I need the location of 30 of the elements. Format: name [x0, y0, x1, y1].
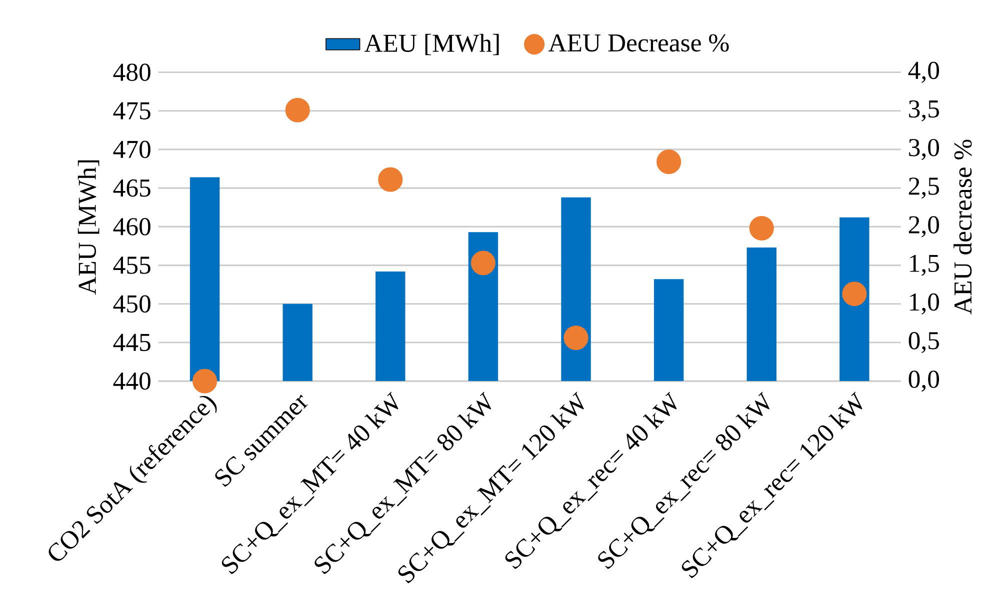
y-tick-label: 470	[113, 140, 150, 158]
y2-tick-label: 2,5	[908, 178, 939, 199]
y-tick-label: 475	[113, 102, 150, 120]
point	[378, 167, 403, 192]
y-tick-label: 480	[113, 64, 150, 82]
y2-tick-label: 4,0	[908, 62, 940, 83]
y2-tick-label: 1,0	[910, 294, 940, 315]
y2-axis-title: AEU decrease %	[954, 140, 972, 314]
point	[749, 216, 774, 241]
y-tick-label: 465	[113, 180, 150, 197]
point	[470, 250, 496, 276]
y2-tick-label: 2,0	[908, 216, 940, 238]
y2-tick-label: 1,5	[910, 254, 939, 276]
y-tick-label: 445	[113, 334, 150, 352]
point	[285, 98, 310, 123]
y2-tick-label: 3,0	[909, 139, 940, 160]
y2-tick-label: 3,5	[909, 100, 939, 122]
legend-label: AEU [MWh]	[364, 34, 499, 56]
point	[564, 326, 588, 350]
y2-tick-label: 0,5	[908, 332, 939, 354]
y-tick-label: 440	[113, 372, 150, 390]
legend-label: AEU Decrease %	[548, 34, 729, 52]
y-axis-title: AEU [MWh]	[78, 160, 100, 295]
y-tick-label: 455	[113, 256, 150, 274]
y-tick-label: 460	[113, 218, 150, 236]
point	[192, 368, 218, 394]
y2-tick-label: 0,0	[908, 370, 940, 392]
point	[842, 282, 867, 306]
point	[656, 150, 682, 174]
y-tick-label: 450	[113, 295, 150, 313]
